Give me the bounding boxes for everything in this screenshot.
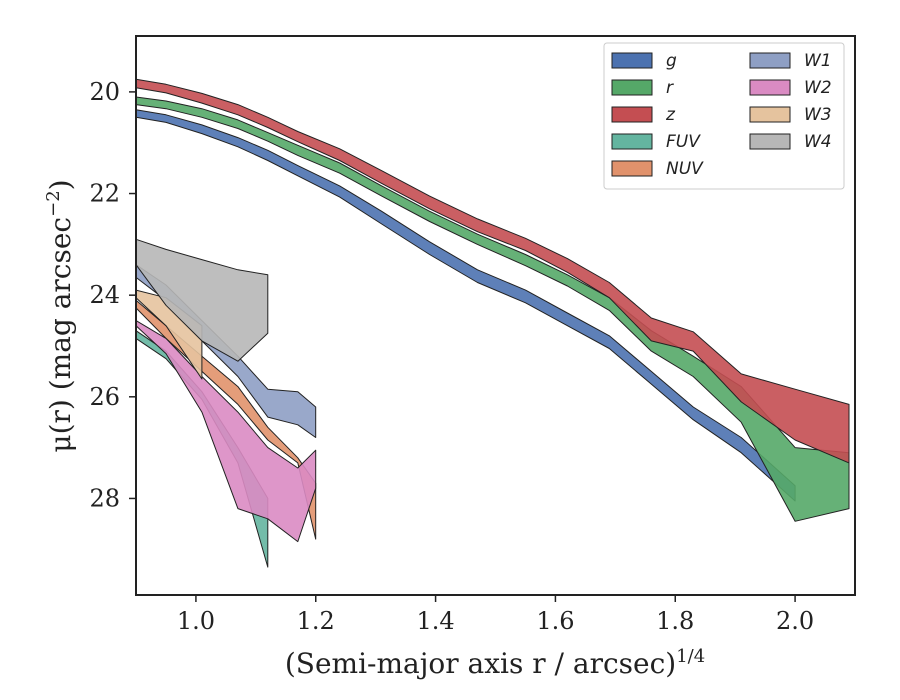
legend-swatch-fuv <box>611 133 653 150</box>
x-tick-label: 1.8 <box>656 607 694 635</box>
plot-frame <box>135 35 856 596</box>
legend-swatch-w2 <box>749 79 791 96</box>
band-w4 <box>135 238 269 362</box>
legend-label-nuv: NUV <box>666 159 704 179</box>
x-axis-label: (Semi-major axis r / arcsec)1/4 <box>285 646 705 680</box>
band-w2 <box>135 320 317 543</box>
band-nuv <box>135 299 317 540</box>
legend-label-w2: W2 <box>804 78 832 98</box>
y-tick-label: 28 <box>89 484 120 512</box>
legend-swatch-z <box>611 106 653 123</box>
y-tick-label: 24 <box>89 281 120 309</box>
y-tick-label: 20 <box>89 78 120 106</box>
legend-label-z: z <box>665 105 676 125</box>
legend-swatch-nuv <box>611 160 653 177</box>
x-tick-label: 1.4 <box>416 607 454 635</box>
x-axis-ticks: 1.0 1.2 1.4 1.6 1.8 2.0 <box>177 595 814 635</box>
x-tick-label: 1.0 <box>177 607 215 635</box>
y-axis-ticks: 20 22 24 26 28 <box>89 78 136 512</box>
legend-swatch-w3 <box>749 106 791 123</box>
x-tick-label: 1.2 <box>297 607 335 635</box>
y-axis-label: μ(r) (mag arcsec−2) <box>43 179 77 452</box>
band-r <box>135 96 850 522</box>
legend-label-w3: W3 <box>804 105 832 125</box>
y-tick-label: 26 <box>89 383 120 411</box>
legend-label-fuv: FUV <box>666 132 701 152</box>
legend-label-w4: W4 <box>804 132 832 152</box>
legend-swatch-g <box>611 52 653 69</box>
x-tick-label: 1.6 <box>536 607 574 635</box>
x-tick-label: 2.0 <box>776 607 814 635</box>
legend-swatch-w4 <box>749 133 791 150</box>
legend-label-w1: W1 <box>804 51 832 71</box>
legend: grz FUV NUV W1 W2 W3 W4 <box>603 42 845 190</box>
y-tick-label: 22 <box>89 180 120 208</box>
chart-bands <box>135 78 850 568</box>
legend-swatch-r <box>611 79 653 96</box>
band-z <box>135 78 850 464</box>
legend-label-r: r <box>666 78 674 98</box>
legend-swatch-w1 <box>749 52 791 69</box>
legend-label-g: g <box>666 51 677 71</box>
